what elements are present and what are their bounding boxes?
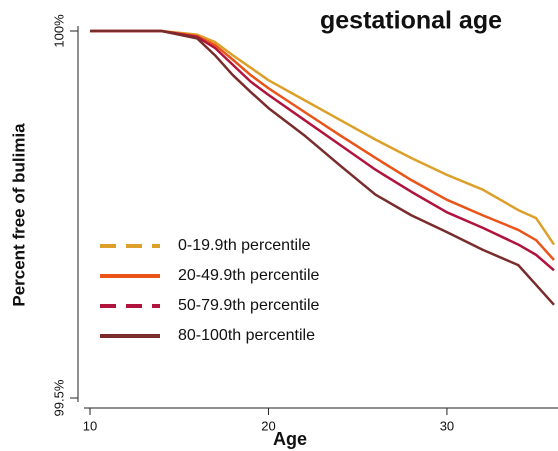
chart-title: gestational age bbox=[320, 7, 502, 35]
series-line bbox=[90, 29, 555, 261]
legend-label: 80-100th percentile bbox=[178, 327, 315, 344]
series-line bbox=[90, 29, 555, 272]
series-line bbox=[90, 29, 555, 306]
y-tick-label: 100% bbox=[51, 14, 66, 48]
x-tick-label: 30 bbox=[440, 418, 454, 433]
x-axis-label: Age bbox=[273, 429, 307, 449]
y-axis-label: Percent free of bulimia bbox=[9, 123, 28, 307]
legend-label: 0-19.9th percentile bbox=[178, 237, 311, 254]
y-tick-label: 99.5% bbox=[51, 379, 66, 416]
x-tick-label: 20 bbox=[261, 418, 275, 433]
legend-label: 50-79.9th percentile bbox=[178, 297, 320, 314]
legend-label: 20-49.9th percentile bbox=[178, 267, 320, 284]
series-line bbox=[90, 29, 556, 246]
x-tick-label: 10 bbox=[83, 418, 97, 433]
